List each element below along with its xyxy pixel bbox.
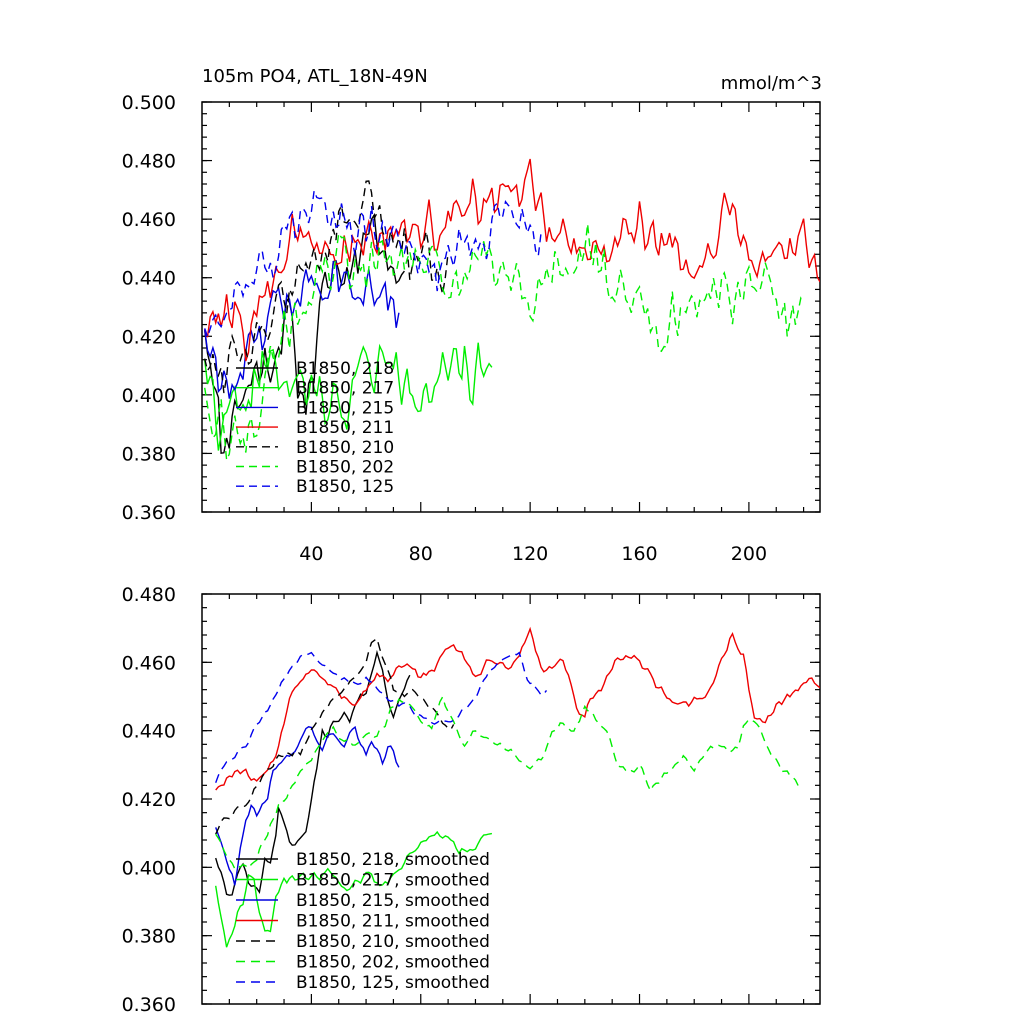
plot-frame (201, 593, 821, 1005)
x-tick-label: 40 (299, 543, 323, 565)
x-tick-label: 120 (512, 543, 548, 565)
legend-label: B1850, 218 (296, 359, 394, 379)
bottom-series-lines (215, 626, 820, 948)
units-label: mmol/m^3 (721, 73, 822, 94)
y-tick-label: 0.480 (122, 584, 176, 606)
series-line (204, 223, 805, 463)
series-line (204, 180, 449, 394)
legend-label: B1850, 202, smoothed (296, 953, 490, 973)
bottom-axes: 0.360 0.380 0.400 0.420 0.440 0.460 0.480 (122, 584, 821, 1016)
plot-frame (201, 101, 821, 513)
legend-label: B1850, 211 (296, 418, 394, 438)
legend-label: B1850, 215 (296, 398, 394, 418)
y-tick-label: 0.400 (122, 857, 176, 879)
series-line (215, 626, 820, 791)
series-line (215, 637, 455, 835)
top-axes: 0.360 0.380 0.400 0.420 0.440 0.460 0.480 0.500… (122, 92, 821, 565)
legend-label: B1850, 218, smoothed (296, 850, 490, 870)
legend-label: B1850, 210, smoothed (296, 932, 490, 952)
x-tick-label: 80 (409, 543, 433, 565)
bottom-panel: 0.360 0.380 0.400 0.420 0.440 0.460 0.480 B185… (122, 584, 821, 1016)
y-tick-label: 0.420 (122, 789, 176, 811)
series-line (215, 651, 548, 783)
chart-title: 105m PO4, ATL_18N-49N (202, 66, 428, 87)
legend-label: B1850, 215, smoothed (296, 891, 490, 911)
y-tick-label: 0.480 (122, 151, 176, 173)
top-panel: 105m PO4, ATL_18N-49N mmol/m^3 0.360 0.38… (122, 66, 822, 565)
y-tick-label: 0.360 (122, 502, 176, 524)
series-line (215, 830, 492, 948)
legend-label: B1850, 202 (296, 458, 394, 478)
y-tick-label: 0.460 (122, 652, 176, 674)
legend-label: B1850, 217, smoothed (296, 871, 490, 891)
y-tick-label: 0.460 (122, 209, 176, 231)
y-tick-label: 0.360 (122, 994, 176, 1016)
series-line (215, 725, 400, 886)
legend-label: B1850, 125, smoothed (296, 973, 490, 993)
y-tick-label: 0.440 (122, 721, 176, 743)
y-tick-label: 0.400 (122, 385, 176, 407)
x-tick-label: 160 (621, 543, 657, 565)
y-tick-label: 0.380 (122, 443, 176, 465)
series-line (204, 188, 542, 340)
x-tick-label: 200 (731, 543, 767, 565)
y-tick-label: 0.500 (122, 92, 176, 114)
y-tick-label: 0.420 (122, 326, 176, 348)
series-line (215, 695, 799, 870)
y-tick-label: 0.440 (122, 268, 176, 290)
legend-label: B1850, 210 (296, 438, 394, 458)
legend-label: B1850, 125 (296, 477, 394, 497)
legend-label: B1850, 217 (296, 379, 394, 399)
legend-label: B1850, 211, smoothed (296, 912, 490, 932)
series-line (204, 158, 820, 362)
y-tick-label: 0.380 (122, 926, 176, 948)
